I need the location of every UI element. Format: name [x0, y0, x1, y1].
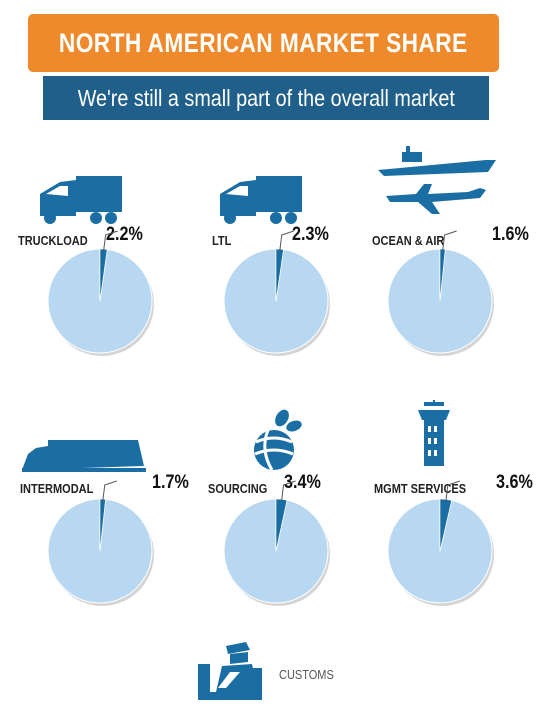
- chart-mgmt-services: MGMT SERVICES 3.6%: [350, 400, 533, 606]
- page-subtitle: We're still a small part of the overall …: [77, 84, 455, 111]
- chart-value-truckload: 2.2%: [106, 224, 143, 245]
- chart-sourcing: SOURCING 3.4%: [186, 400, 366, 606]
- pie-leader-line: [103, 230, 118, 252]
- truck-icon: [220, 176, 302, 224]
- pie-leader-line: [281, 480, 296, 502]
- chart-label-intermodal: INTERMODAL: [20, 482, 94, 496]
- customs-label: CUSTOMS: [279, 668, 334, 682]
- train-icon: [22, 440, 146, 472]
- pie-leader-line: [442, 230, 457, 252]
- control-tower-icon: [418, 400, 450, 466]
- chart-ocean-air: OCEAN & AIR 1.6%: [350, 140, 530, 356]
- chart-label-ocean-air: OCEAN & AIR: [372, 234, 445, 248]
- pie-ltl: [223, 230, 330, 356]
- customs-officer-icon: [198, 642, 262, 700]
- chart-truckload: TRUCKLOAD 2.2%: [10, 160, 190, 360]
- pie-ocean-air: [387, 230, 494, 356]
- pie-slice-remainder: [387, 498, 493, 604]
- chart-value-ltl: 2.3%: [292, 224, 329, 245]
- subtitle-banner: We're still a small part of the overall …: [43, 76, 489, 120]
- page-title: NORTH AMERICAN MARKET SHARE: [59, 27, 468, 58]
- chart-label-sourcing: SOURCING: [208, 482, 268, 496]
- pie-leader-line: [102, 480, 117, 502]
- chart-label-ltl: LTL: [212, 234, 232, 248]
- chart-label-mgmt-services: MGMT SERVICES: [374, 482, 467, 496]
- chart-label-truckload: TRUCKLOAD: [18, 234, 88, 248]
- ship-and-plane-icon: [378, 146, 496, 214]
- chart-value-sourcing: 3.4%: [284, 472, 321, 493]
- pie-truckload: [47, 230, 154, 356]
- pie-intermodal: [47, 480, 154, 606]
- chart-value-intermodal: 1.7%: [152, 472, 189, 493]
- pie-leader-line: [279, 230, 294, 252]
- chart-ltl: LTL 2.3%: [186, 160, 366, 360]
- pie-sourcing: [223, 480, 330, 606]
- chart-value-mgmt-services: 3.6%: [496, 472, 533, 493]
- globe-icon: [254, 409, 302, 471]
- truck-icon: [40, 176, 122, 224]
- title-banner: NORTH AMERICAN MARKET SHARE: [28, 14, 499, 72]
- pie-leader-line: [445, 480, 461, 502]
- pie-mgmt-services: [387, 480, 494, 606]
- chart-value-ocean-air: 1.6%: [492, 224, 529, 245]
- chart-intermodal: INTERMODAL 1.7%: [10, 420, 190, 620]
